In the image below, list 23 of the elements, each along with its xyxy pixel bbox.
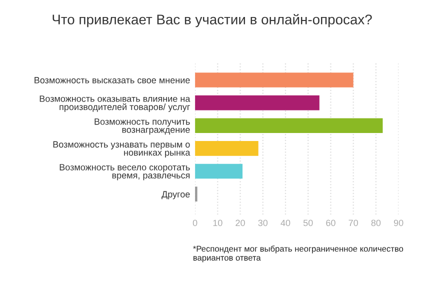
x-tick-label: 40: [280, 220, 290, 226]
bar: [195, 72, 354, 88]
x-tick-label: 90: [394, 220, 404, 226]
bar: [195, 118, 383, 134]
x-tick-label: 80: [371, 220, 381, 226]
x-tick-label: 10: [213, 220, 222, 226]
bar: [195, 164, 243, 179]
y-tick-label: Возможность узнавать первым о новинках рынка: [53, 141, 190, 158]
x-tick-label: 50: [303, 220, 313, 226]
y-tick-label: Возможность получить вознаграждение: [94, 118, 190, 135]
y-tick-label: Другое: [162, 191, 190, 200]
y-tick-label: Возможность высказать свое мнение: [34, 77, 190, 84]
x-tick-label: 0: [192, 220, 198, 226]
y-tick-label: Возможность весело скоротать время, развлечься: [60, 164, 190, 180]
bar: [195, 95, 320, 110]
x-tick-label: 60: [326, 220, 336, 226]
text: *Респондент мог выбрать неограниченное количество вариантов ответа: [193, 245, 404, 262]
chart-title: Что привлекает Вас в участии в онлайн-опросах?: [52, 14, 372, 28]
bar: [195, 141, 258, 156]
x-tick-label: 30: [258, 220, 268, 226]
y-tick-label: Возможность оказывать влияние на производителей товаров/ услуг: [40, 96, 190, 112]
x-tick-label: 20: [236, 220, 245, 226]
x-tick-label: 70: [348, 220, 358, 226]
